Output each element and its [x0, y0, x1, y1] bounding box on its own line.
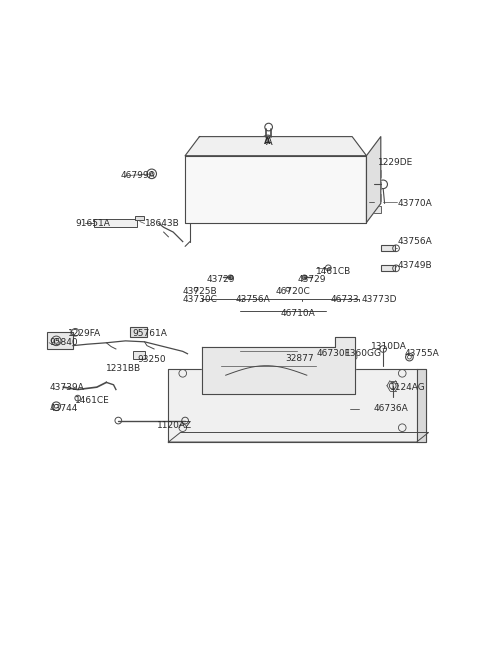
Text: 43744: 43744	[49, 404, 77, 413]
Text: 46736A: 46736A	[373, 404, 408, 413]
Text: 43749B: 43749B	[397, 261, 432, 270]
Bar	[130, 328, 147, 337]
Bar	[206, 140, 235, 149]
Bar	[369, 182, 381, 189]
Text: 46733: 46733	[331, 295, 360, 305]
Text: 93250: 93250	[137, 356, 166, 364]
Polygon shape	[417, 369, 426, 442]
Bar	[132, 351, 144, 358]
Text: 43725B: 43725B	[183, 287, 217, 296]
Text: 91651A: 91651A	[75, 219, 110, 228]
Text: 1124AG: 1124AG	[390, 383, 426, 392]
Polygon shape	[168, 432, 429, 442]
Text: 43756A: 43756A	[397, 237, 432, 246]
Bar	[135, 216, 144, 220]
Text: 1461CB: 1461CB	[316, 267, 352, 276]
Text: 43756A: 43756A	[235, 295, 270, 305]
Text: 1310DA: 1310DA	[371, 342, 407, 351]
Text: 1461CE: 1461CE	[75, 396, 110, 405]
Bar	[369, 170, 381, 177]
Text: 43755A: 43755A	[405, 349, 439, 358]
Text: 1360GG: 1360GG	[345, 349, 382, 358]
Text: 1231BB: 1231BB	[107, 364, 142, 373]
Text: 46799A: 46799A	[120, 171, 156, 180]
Text: A: A	[266, 138, 273, 147]
Text: 46730F: 46730F	[316, 349, 350, 358]
Text: 32877: 32877	[285, 354, 314, 363]
Bar	[369, 206, 381, 213]
Text: 95840: 95840	[49, 338, 78, 347]
Bar	[95, 219, 137, 227]
Polygon shape	[185, 156, 366, 223]
Text: 1229DE: 1229DE	[378, 159, 414, 168]
Text: 95761A: 95761A	[132, 329, 168, 338]
Text: 46710A: 46710A	[281, 309, 315, 318]
Bar	[381, 265, 395, 271]
Text: 1229FA: 1229FA	[68, 329, 101, 338]
Text: 43773D: 43773D	[362, 295, 397, 305]
Text: A: A	[264, 137, 271, 146]
Circle shape	[302, 275, 307, 280]
Text: 1120AZ: 1120AZ	[156, 421, 192, 430]
Polygon shape	[185, 137, 366, 156]
Text: 43739A: 43739A	[49, 383, 84, 392]
Polygon shape	[366, 137, 381, 223]
Text: 46720C: 46720C	[276, 287, 311, 296]
Text: 43729: 43729	[206, 275, 235, 284]
Text: 43770A: 43770A	[397, 199, 432, 208]
Bar	[250, 140, 278, 149]
Bar	[369, 194, 381, 201]
Bar	[47, 332, 73, 349]
Bar	[381, 246, 395, 251]
Text: 43730C: 43730C	[183, 295, 217, 305]
Text: 43729: 43729	[297, 275, 326, 284]
Polygon shape	[202, 337, 355, 394]
Circle shape	[228, 275, 233, 280]
Text: 18643B: 18643B	[144, 219, 180, 228]
Polygon shape	[168, 369, 417, 442]
